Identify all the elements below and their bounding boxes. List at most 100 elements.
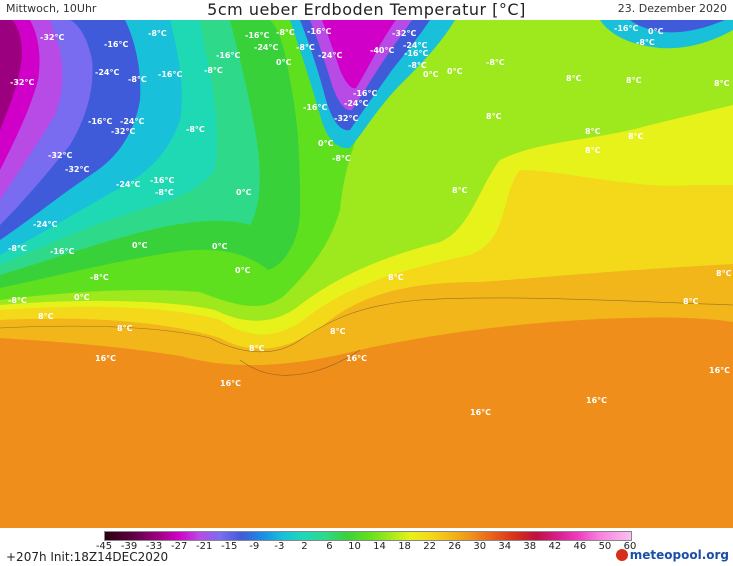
temperature-label: -24°C	[95, 68, 119, 77]
temperature-label: 8°C	[117, 324, 133, 333]
temperature-label: -8°C	[8, 244, 27, 253]
temperature-label: 8°C	[486, 112, 502, 121]
temperature-label: 0°C	[318, 139, 334, 148]
temperature-label: -16°C	[614, 24, 638, 33]
temperature-label: 16°C	[95, 354, 116, 363]
temperature-label: -8°C	[128, 75, 147, 84]
temperature-label: 8°C	[566, 74, 582, 83]
colorbar-tick: 38	[523, 541, 537, 552]
temperature-label: -16°C	[88, 117, 112, 126]
temperature-label: -16°C	[104, 40, 128, 49]
temperature-label: 8°C	[249, 344, 265, 353]
temperature-label: -8°C	[186, 125, 205, 134]
temperature-label: -8°C	[204, 66, 223, 75]
colorbar-tick: 22	[423, 541, 436, 552]
temperature-label: -24°C	[33, 220, 57, 229]
temperature-label: 16°C	[709, 366, 730, 375]
temperature-label: -32°C	[65, 165, 89, 174]
temperature-label: -16°C	[353, 89, 377, 98]
colorbar-tick: 6	[326, 541, 333, 552]
temperature-label: -16°C	[158, 70, 182, 79]
temperature-label: -16°C	[50, 247, 74, 256]
temperature-label: 0°C	[276, 58, 292, 67]
temperature-label: 8°C	[585, 146, 601, 155]
temperature-label: -8°C	[332, 154, 351, 163]
temperature-label: -32°C	[40, 33, 64, 42]
temperature-label: 0°C	[447, 67, 463, 76]
temperature-label: 0°C	[648, 27, 664, 36]
temperature-label: -40°C	[370, 46, 394, 55]
temperature-label: -24°C	[344, 99, 368, 108]
colorbar-ticks: -45 -39 -33 -27 -21 -15 -9 -3 2 6 10 14 18 22 26 30 34 38…	[96, 541, 637, 553]
temperature-label: -16°C	[150, 176, 174, 185]
colorbar-tick: 14	[373, 541, 386, 552]
color-legend: -45 -39 -33 -27 -21 -15 -9 -3 2 6 10 14 18 22 26 30 34 38…	[0, 528, 733, 566]
temperature-label: 0°C	[212, 242, 228, 251]
temperature-label: 8°C	[452, 186, 468, 195]
colorbar-tick: 2	[301, 541, 308, 552]
valid-day-time: Mittwoch, 10Uhr	[6, 2, 97, 15]
temperature-label: -32°C	[48, 151, 72, 160]
colorbar-tick: 26	[448, 541, 462, 552]
colorbar-tick: 30	[473, 541, 487, 552]
map-title: 5cm ueber Erdboden Temperatur [°C]	[207, 0, 526, 19]
temperature-label: -16°C	[404, 49, 428, 58]
colorbar-tick: 46	[573, 541, 587, 552]
colorbar-tick: -9	[249, 541, 260, 552]
temperature-label: -8°C	[296, 43, 315, 52]
map-temperature-labels: -32°C -8°C -16°C -8°C -16°C -32°C-16°C 0°C-8°C…	[8, 24, 732, 417]
temperature-label: -24°C	[116, 180, 140, 189]
temperature-label: 16°C	[220, 379, 241, 388]
temperature-label: 0°C	[423, 70, 439, 79]
temperature-label: -8°C	[408, 61, 427, 70]
temperature-label: 0°C	[74, 293, 90, 302]
temperature-label: -16°C	[216, 51, 240, 60]
temperature-label: 0°C	[236, 188, 252, 197]
temperature-label: 8°C	[38, 312, 54, 321]
colorbar-tick: 42	[548, 541, 562, 552]
header-bar: Mittwoch, 10Uhr 5cm ueber Erdboden Tempe…	[0, 0, 733, 20]
colorbar-tick: 34	[498, 541, 512, 552]
colorbar-tick: -15	[221, 541, 238, 552]
temperature-label: -32°C	[392, 29, 416, 38]
temperature-label: 8°C	[330, 327, 346, 336]
forecast-init-info: +207h Init:18Z14DEC2020	[6, 550, 169, 564]
temperature-label: -16°C	[245, 31, 269, 40]
temperature-label: 16°C	[470, 408, 491, 417]
colorbar	[104, 531, 632, 541]
temperature-label: -24°C	[403, 41, 427, 50]
colorbar-tick: 50	[598, 541, 612, 552]
colorbar-tick: -45	[95, 541, 113, 552]
temperature-map: -32°C -8°C -16°C -8°C -16°C -32°C -16°C 0°C -8°C…	[0, 20, 733, 528]
colorbar-tick: -33	[145, 541, 163, 552]
temperature-label: 16°C	[346, 354, 367, 363]
temperature-label: -24°C	[254, 43, 278, 52]
temperature-label: 8°C	[585, 127, 601, 136]
temperature-label: -8°C	[276, 28, 295, 37]
temperature-label: -32°C	[111, 127, 135, 136]
temperature-label: 8°C	[683, 297, 699, 306]
temperature-label: 0°C	[132, 241, 148, 250]
colorbar-tick: -27	[170, 541, 188, 552]
colorbar-tick: 18	[398, 541, 411, 552]
temperature-label: 8°C	[716, 269, 732, 278]
colorbar-tick: 60	[623, 541, 637, 552]
temperature-label: -8°C	[636, 38, 655, 47]
temperature-label: -8°C	[155, 188, 174, 197]
colorbar-tick: -21	[196, 541, 213, 552]
temperature-label: -8°C	[148, 29, 167, 38]
meteopool-logo[interactable]: meteopool.org	[615, 548, 729, 562]
temperature-label: -8°C	[90, 273, 109, 282]
logo-icon	[615, 549, 628, 561]
temperature-label: -16°C	[303, 103, 327, 112]
temperature-label: -8°C	[8, 296, 27, 305]
temperature-label: 8°C	[628, 132, 644, 141]
temperature-label: 16°C	[586, 396, 607, 405]
valid-date: 23. Dezember 2020	[617, 2, 727, 15]
temperature-label: -8°C	[486, 58, 505, 67]
colorbar-tick: 10	[348, 541, 361, 552]
temperature-label: -24°C	[120, 117, 144, 126]
logo-text: meteopool.org	[629, 548, 729, 562]
temperature-label: -32°C	[334, 114, 358, 123]
temperature-label: 0°C	[235, 266, 251, 275]
